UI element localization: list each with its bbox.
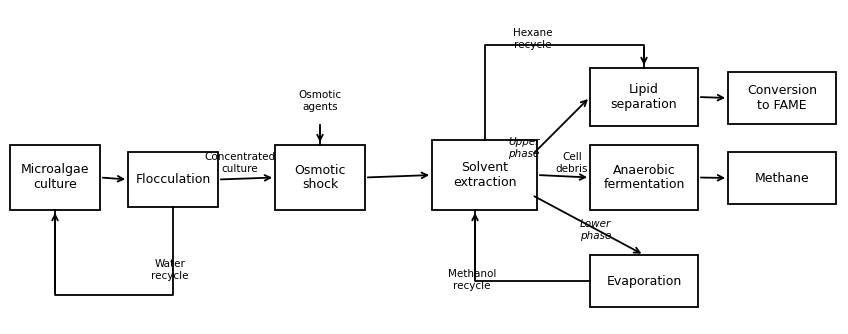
Bar	[10, 145, 100, 210]
Bar	[590, 255, 698, 307]
Text: Evaporation: Evaporation	[606, 275, 682, 288]
Text: Anaerobic
fermentation: Anaerobic fermentation	[603, 164, 684, 191]
Text: Lipid
separation: Lipid separation	[611, 83, 678, 111]
Text: Lower
phase: Lower phase	[580, 219, 611, 241]
Bar	[590, 145, 698, 210]
Text: Methanol
recycle: Methanol recycle	[448, 269, 496, 291]
Bar	[590, 68, 698, 126]
Text: Microalgae
culture: Microalgae culture	[20, 164, 89, 191]
Text: Upper
phase: Upper phase	[508, 137, 539, 159]
Bar	[432, 140, 537, 210]
Bar	[128, 152, 218, 207]
Text: Water
recycle: Water recycle	[151, 259, 189, 281]
Text: Conversion
to FAME: Conversion to FAME	[747, 84, 817, 112]
Bar	[728, 72, 836, 124]
Text: Cell
debris: Cell debris	[555, 152, 589, 174]
Text: Osmotic
shock: Osmotic shock	[294, 164, 346, 191]
Text: Osmotic
agents: Osmotic agents	[298, 91, 342, 112]
Bar	[728, 152, 836, 204]
Text: Solvent
extraction: Solvent extraction	[453, 161, 516, 189]
Text: Concentrated
culture: Concentrated culture	[204, 152, 276, 174]
Text: Flocculation: Flocculation	[136, 173, 210, 186]
Bar	[275, 145, 365, 210]
Text: Methane: Methane	[755, 171, 809, 184]
Text: Hexane
recycle: Hexane recycle	[513, 28, 553, 50]
